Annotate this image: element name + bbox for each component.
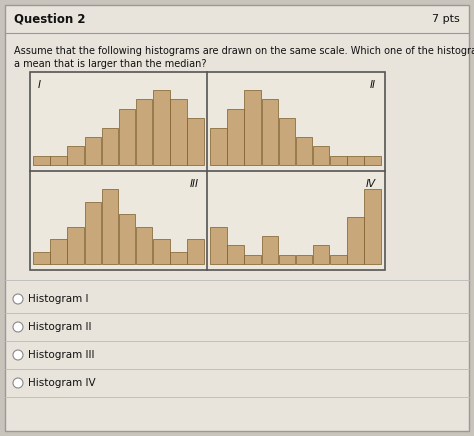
Bar [102,189,118,264]
Text: Histogram I: Histogram I [28,294,89,304]
Text: 7 pts: 7 pts [432,14,460,24]
Bar [50,156,67,165]
Bar [364,189,381,264]
Text: a mean that is larger than the median?: a mean that is larger than the median? [14,59,207,69]
Bar [136,99,153,165]
Text: Assume that the following histograms are drawn on the same scale. Which one of t: Assume that the following histograms are… [14,46,474,56]
Bar [102,127,118,165]
Bar [245,90,261,165]
Circle shape [13,322,23,332]
Bar [347,156,364,165]
Text: Question 2: Question 2 [14,13,85,25]
Circle shape [13,350,23,360]
Bar [313,146,329,165]
Text: I: I [38,80,41,90]
Bar [210,127,227,165]
Bar [245,255,261,264]
Bar [187,118,204,165]
Bar [119,109,135,165]
Bar [187,239,204,264]
Bar [67,226,84,264]
Bar [84,137,101,165]
Bar [279,255,295,264]
Bar [296,137,312,165]
Bar [153,90,170,165]
Bar [153,239,170,264]
Bar [279,118,295,165]
Bar [364,156,381,165]
Bar [330,156,346,165]
Bar [347,217,364,264]
Bar [84,201,101,264]
Bar [296,255,312,264]
Bar [67,146,84,165]
Bar [210,226,227,264]
Bar [228,245,244,264]
Bar [228,109,244,165]
Bar [33,156,50,165]
Bar [136,226,153,264]
Bar [262,99,278,165]
Text: IV: IV [366,179,376,189]
FancyBboxPatch shape [30,72,385,270]
Text: III: III [190,179,199,189]
Text: Histogram III: Histogram III [28,350,94,360]
Bar [50,239,67,264]
Circle shape [13,378,23,388]
Text: Histogram II: Histogram II [28,322,91,332]
Text: Histogram IV: Histogram IV [28,378,96,388]
Bar [313,245,329,264]
Bar [170,252,187,264]
Bar [170,99,187,165]
Bar [119,214,135,264]
Circle shape [13,294,23,304]
Bar [33,252,50,264]
Bar [262,236,278,264]
Bar [330,255,346,264]
Text: II: II [370,80,376,90]
FancyBboxPatch shape [5,5,469,431]
